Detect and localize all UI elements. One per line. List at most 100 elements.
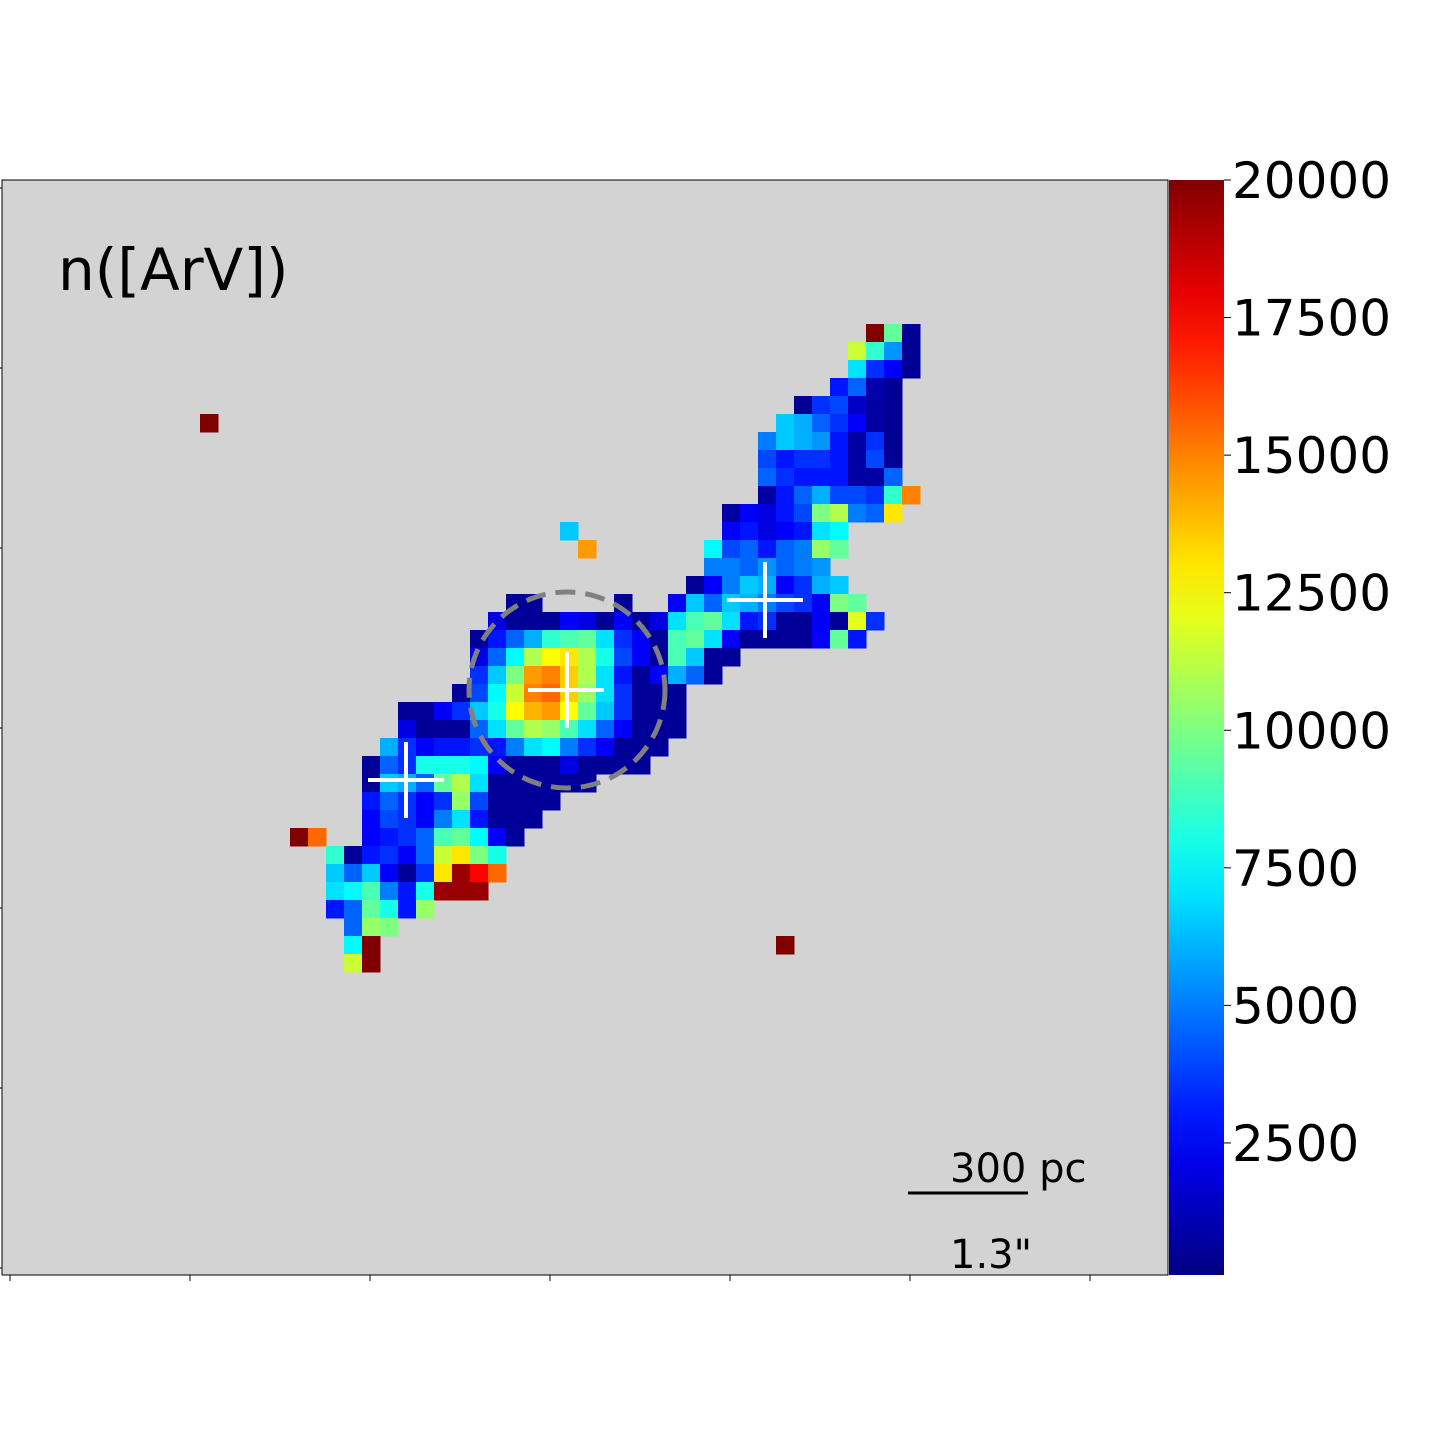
cell <box>398 846 417 865</box>
cell <box>344 936 363 955</box>
cell <box>758 558 777 577</box>
cell <box>812 522 831 541</box>
cell <box>794 540 813 559</box>
cell <box>398 864 417 883</box>
cell <box>668 594 687 613</box>
cell <box>794 396 813 415</box>
cell <box>812 576 831 595</box>
cell <box>686 630 705 649</box>
cell <box>704 630 723 649</box>
cell <box>794 486 813 505</box>
cell <box>830 630 849 649</box>
scale-bar-angle: 1.3" <box>950 1232 1032 1278</box>
cell <box>524 720 543 739</box>
cell <box>794 558 813 577</box>
scale-bar-length: 300 pc <box>950 1146 1086 1192</box>
cell <box>488 648 507 667</box>
cell <box>686 648 705 667</box>
cell <box>596 684 615 703</box>
cell <box>362 954 381 973</box>
cell <box>470 774 489 793</box>
cell <box>452 756 471 775</box>
cell <box>380 774 399 793</box>
cell <box>560 738 579 757</box>
cell <box>524 810 543 829</box>
cell <box>740 558 759 577</box>
cell <box>830 468 849 487</box>
cell <box>704 594 723 613</box>
cell <box>830 576 849 595</box>
cell <box>452 810 471 829</box>
cell <box>578 540 597 559</box>
cell <box>506 774 525 793</box>
cell <box>542 630 561 649</box>
cell <box>344 954 363 973</box>
cell <box>506 720 525 739</box>
cell <box>524 648 543 667</box>
cell <box>812 432 831 451</box>
cell <box>794 504 813 523</box>
cell <box>668 666 687 685</box>
cell <box>884 396 903 415</box>
cell <box>524 684 543 703</box>
colorbar-tick-label: 5000 <box>1232 977 1359 1035</box>
cell <box>362 882 381 901</box>
cell <box>488 738 507 757</box>
colorbar-tick-label: 7500 <box>1232 840 1359 898</box>
cell <box>812 594 831 613</box>
cell <box>650 738 669 757</box>
cell <box>488 702 507 721</box>
cell <box>362 792 381 811</box>
cell <box>776 630 795 649</box>
cell <box>650 612 669 631</box>
cell <box>200 414 219 433</box>
cell <box>380 810 399 829</box>
cell <box>452 702 471 721</box>
cell <box>542 792 561 811</box>
colorbar-ticks: 2500 5000 7500 10000 12500 15000 17500 20000 <box>1224 152 1391 1173</box>
cell <box>488 864 507 883</box>
cell <box>740 630 759 649</box>
cell <box>488 666 507 685</box>
cell <box>866 342 885 361</box>
cell <box>668 630 687 649</box>
cell <box>830 450 849 469</box>
cell <box>632 648 651 667</box>
cell <box>596 648 615 667</box>
cell <box>632 684 651 703</box>
cell <box>524 612 543 631</box>
cell <box>434 792 453 811</box>
cell <box>794 612 813 631</box>
cell <box>578 630 597 649</box>
cell <box>794 594 813 613</box>
cell <box>560 666 579 685</box>
aperture-circle <box>466 589 668 791</box>
cell <box>830 414 849 433</box>
cell <box>614 648 633 667</box>
cell <box>794 522 813 541</box>
cell <box>884 486 903 505</box>
cell <box>758 576 777 595</box>
cell <box>866 486 885 505</box>
cell <box>830 540 849 559</box>
cell <box>812 504 831 523</box>
cell <box>884 378 903 397</box>
cell <box>524 738 543 757</box>
cell <box>416 810 435 829</box>
cell <box>830 522 849 541</box>
cell <box>416 720 435 739</box>
cell <box>416 738 435 757</box>
cell <box>452 684 471 703</box>
cell <box>884 342 903 361</box>
cell <box>848 360 867 379</box>
cell <box>434 882 453 901</box>
cell <box>776 450 795 469</box>
cell <box>668 684 687 703</box>
cell <box>596 756 615 775</box>
cell <box>380 882 399 901</box>
cell <box>722 630 741 649</box>
cell <box>416 828 435 847</box>
cell <box>830 612 849 631</box>
cell <box>434 846 453 865</box>
cell <box>488 828 507 847</box>
